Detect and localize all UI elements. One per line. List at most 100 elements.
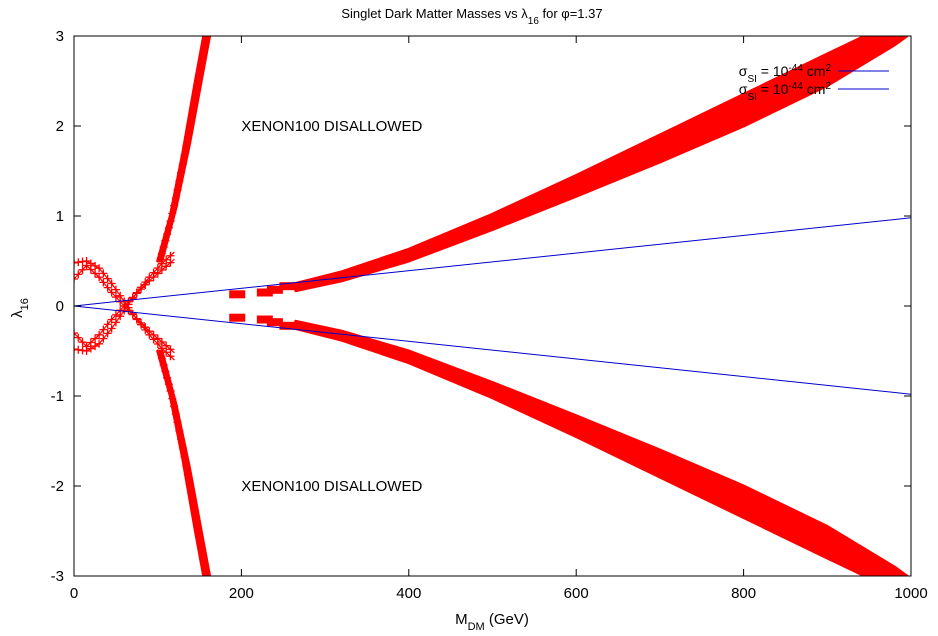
curve-point (95, 273, 104, 282)
plot-frame (73, 35, 912, 577)
curve-point (74, 329, 78, 337)
band-point-0 (362, 264, 371, 273)
band-point-4 (163, 373, 172, 382)
band-point-1 (837, 545, 846, 554)
band-point-1 (671, 466, 680, 475)
curve-point (95, 339, 104, 348)
band-point-4 (170, 402, 179, 411)
band-point-4 (197, 546, 206, 555)
x-tick-label: 400 (396, 585, 421, 602)
band-point-0 (813, 70, 822, 79)
scatter-point (256, 288, 273, 297)
x-tick-label: 600 (564, 585, 589, 602)
band-point-1 (386, 347, 395, 356)
band-point-0 (789, 81, 798, 90)
band-point-3 (178, 160, 187, 169)
band-point-4 (194, 528, 203, 537)
curve-point (166, 251, 175, 260)
curve-point (132, 289, 141, 298)
legend-label: σSI = 10-44 cm2 (739, 81, 832, 103)
band-point-4 (180, 452, 189, 461)
band-point-3 (196, 66, 205, 75)
band-point-4 (185, 480, 194, 489)
curve-point (99, 325, 108, 334)
band-point-3 (166, 217, 175, 226)
y-tick-label: -1 (51, 388, 64, 405)
curve-point (103, 329, 112, 338)
curve-point (74, 333, 83, 342)
scatter-point (266, 285, 283, 294)
band-point-0 (410, 248, 419, 257)
band-point-4 (199, 556, 208, 565)
red-band-1 (294, 319, 909, 576)
chart-title: Singlet Dark Matter Masses vs λ16 for φ=… (341, 6, 602, 27)
band-point-3 (187, 114, 196, 123)
scatter-point (229, 313, 246, 322)
band-point-4 (159, 360, 168, 369)
curve-point (99, 278, 108, 287)
curve-point (91, 261, 100, 270)
band-point-0 (742, 104, 751, 113)
curve-point (162, 341, 171, 350)
curve-point (137, 318, 146, 327)
curve-point (91, 342, 100, 351)
y-tick-label: -2 (51, 478, 64, 495)
band-point-3 (184, 132, 193, 141)
band-point-1 (742, 499, 751, 508)
scatter-point (279, 321, 296, 330)
band-point-0 (457, 230, 466, 239)
curve-point (157, 266, 166, 274)
band-point-1 (600, 434, 609, 443)
curve-point (107, 279, 116, 288)
curve-point (107, 315, 116, 324)
band-point-4 (189, 499, 198, 508)
scatter-point (266, 318, 283, 327)
curve-point (78, 265, 87, 274)
band-point-1 (718, 488, 727, 497)
band-point-1 (694, 477, 703, 486)
band-point-3 (161, 236, 170, 245)
band-point-1 (481, 383, 490, 392)
band-point-4 (168, 394, 177, 403)
band-point-3 (175, 177, 184, 186)
curve-point (153, 269, 162, 278)
curve-point (141, 323, 150, 332)
band-point-4 (164, 380, 173, 389)
band-point-4 (177, 435, 186, 444)
band-point-3 (170, 201, 179, 210)
band-point-1 (647, 455, 656, 464)
sigma-line-6 (74, 217, 911, 307)
curve-point (166, 258, 175, 267)
y-axis-label: λ16 (9, 298, 31, 318)
xenon-annotation: XENON100 DISALLOWED (241, 478, 422, 495)
curve-point (111, 318, 120, 327)
annotations-layer: XENON100 DISALLOWED XENON100 DISALLOWED (241, 118, 422, 495)
band-point-3 (192, 85, 201, 94)
y-tick-label: 0 (56, 298, 64, 315)
band-point-4 (171, 409, 180, 418)
band-point-0 (671, 137, 680, 146)
band-point-1 (576, 424, 585, 433)
band-point-4 (157, 354, 166, 363)
band-point-3 (171, 194, 180, 203)
band-point-3 (191, 94, 200, 103)
band-point-1 (623, 445, 632, 454)
xenon-annotation: XENON100 DISALLOWED (241, 118, 422, 135)
curve-point (166, 345, 175, 354)
band-point-3 (157, 249, 166, 258)
scatter-point (256, 315, 273, 324)
band-point-3 (163, 230, 172, 239)
red-band-0 (294, 36, 909, 293)
band-point-3 (185, 123, 194, 132)
curve-point (107, 288, 116, 297)
band-point-0 (315, 277, 324, 286)
band-point-0 (766, 93, 775, 102)
curve-point (99, 334, 108, 343)
sigma-line-7 (74, 305, 911, 395)
curve-point (149, 330, 158, 339)
curve-point (95, 264, 104, 273)
curve-point (95, 330, 104, 339)
curve-point (124, 297, 133, 306)
curve-point (91, 334, 100, 343)
